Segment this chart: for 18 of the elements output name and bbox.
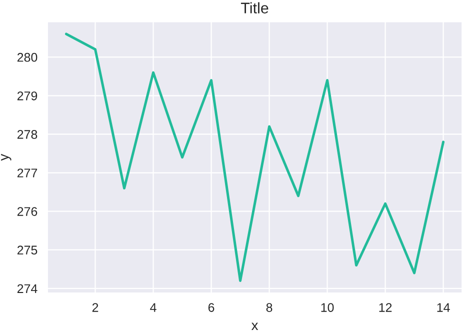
- x-tick-label: 8: [266, 303, 272, 312]
- x-tick-label: 12: [379, 303, 392, 312]
- line-series: [65, 32, 445, 282]
- x-axis-title: x: [251, 322, 258, 330]
- y-tick-label: 276: [17, 207, 38, 216]
- y-axis-title: y: [1, 154, 12, 161]
- chart-title: Title: [240, 2, 268, 14]
- x-tick-label: 2: [92, 303, 98, 312]
- y-tick-label: 275: [17, 246, 38, 255]
- y-tick-label: 280: [17, 52, 38, 62]
- x-tick-label: 6: [208, 303, 214, 312]
- y-tick-label: 274: [17, 284, 38, 293]
- y-tick-label: 278: [17, 130, 38, 139]
- y-tick-label: 279: [17, 91, 38, 100]
- y-tick-label: 277: [17, 168, 38, 178]
- x-tick-label: 4: [150, 303, 156, 312]
- x-tick-label: 10: [321, 303, 334, 312]
- x-tick-label: 14: [437, 303, 450, 312]
